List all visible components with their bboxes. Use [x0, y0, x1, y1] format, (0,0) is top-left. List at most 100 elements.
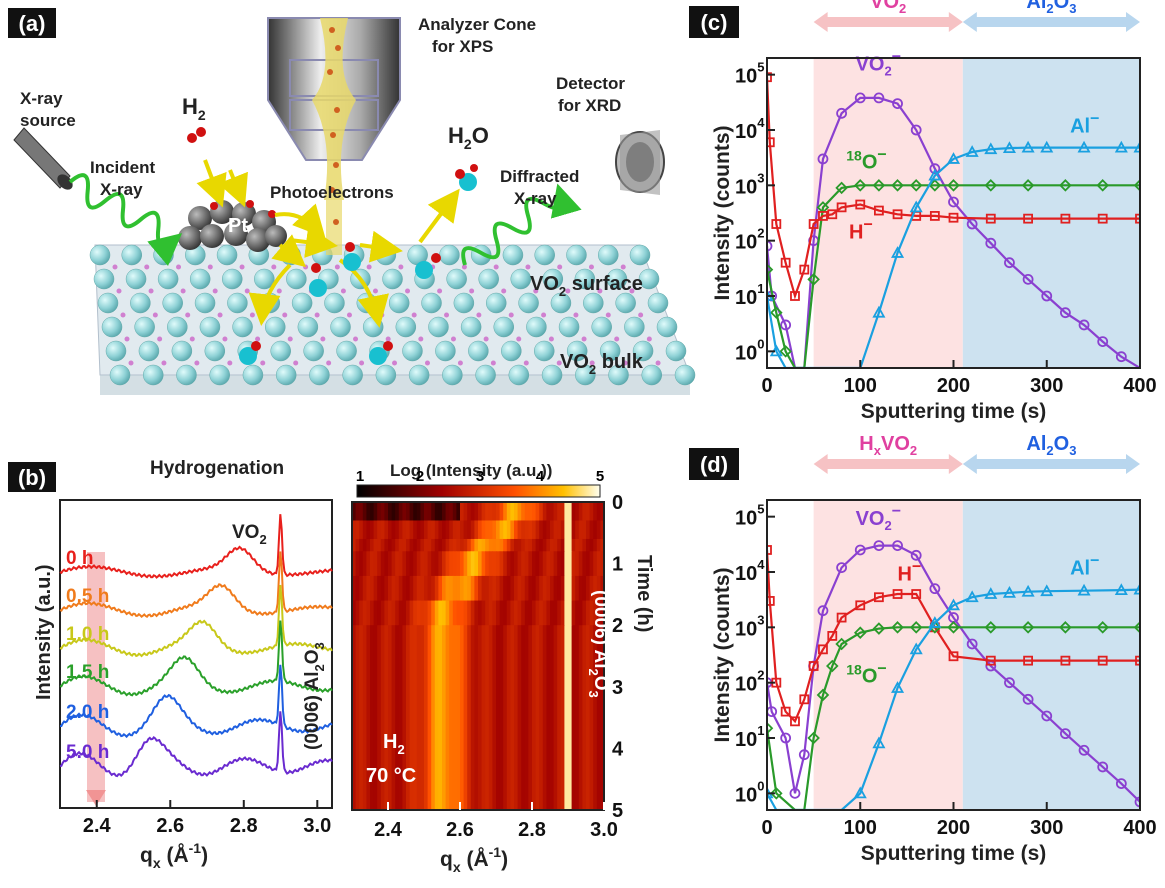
panel-b: (b) Hydrogenation 0 h0.5 h1.0 h1.5 h2.0 … [8, 458, 655, 875]
heatmap-cell [597, 520, 601, 539]
heatmap-cell [550, 539, 554, 552]
label-h2: H2 [182, 94, 206, 123]
heatmap-cell [485, 601, 489, 626]
lattice-atom [526, 317, 546, 337]
heatmap-cell [424, 601, 428, 626]
label-xray-source-1: X-ray [20, 89, 63, 108]
panel-a-label-box: (a) [8, 8, 56, 38]
heatmap-cell [359, 539, 363, 552]
heatmap-cell [525, 520, 529, 539]
heatmap-cell [514, 625, 518, 810]
heatmap-cell [370, 576, 374, 601]
heatmap-cell [467, 551, 471, 576]
photoelectron-dot [327, 69, 333, 75]
ytick-label: 101 [735, 723, 764, 751]
heatmap-cell [464, 502, 468, 521]
heatmap-cell [449, 539, 453, 552]
heatmap-cell [392, 520, 396, 539]
lattice-atom [130, 293, 150, 313]
heatmap-cell [399, 576, 403, 601]
heatmap-cell [410, 520, 414, 539]
lattice-atom [286, 269, 306, 289]
lattice-atom-small [541, 313, 546, 318]
heatmap-cell [370, 601, 374, 626]
heatmap-cell [431, 625, 435, 810]
heatmap-cell [528, 520, 532, 539]
heatmap-cell [388, 520, 392, 539]
heatmap-cell [467, 625, 471, 810]
heatmap-cell [561, 551, 565, 576]
lattice-atom-small [125, 337, 130, 342]
heatmap-cell [546, 539, 550, 552]
heatmap-cell [507, 502, 511, 521]
heatmap-cell [492, 576, 496, 601]
heatmap-cell [597, 539, 601, 552]
lattice-atom [90, 245, 110, 265]
lattice-atom-small [621, 265, 626, 270]
lattice-atom [479, 269, 499, 289]
heatmap-cell [449, 520, 453, 539]
heatmap-cell [557, 576, 561, 601]
spectrum-label-0: 0 h [66, 548, 93, 569]
heatmap-cell [410, 551, 414, 576]
heatmap-cell [525, 551, 529, 576]
analyzer-cone [268, 18, 400, 255]
heatmap-cell [453, 502, 457, 521]
heatmap-cell [438, 625, 442, 810]
lattice-atom [176, 365, 196, 385]
heatmap-cell [428, 601, 432, 626]
heatmap-cell [478, 502, 482, 521]
heatmap-cell [395, 551, 399, 576]
ytick-label: 101 [735, 281, 764, 309]
lattice-atom-small [181, 289, 186, 294]
heatmap-cell [363, 539, 367, 552]
lattice-atom [343, 365, 363, 385]
heatmap-cell [500, 551, 504, 576]
lattice-atom-small [293, 361, 298, 366]
heatmap-cell [489, 551, 493, 576]
spectra-xtick-label: 3.0 [303, 815, 331, 837]
lattice-atom-small [582, 337, 587, 342]
heatmap-cell [503, 539, 507, 552]
heatmap-cell [557, 539, 561, 552]
ytick-label: 102 [735, 668, 764, 696]
heatmap-cell [413, 551, 417, 576]
heatmap-cell [359, 625, 363, 810]
spectrum-label-5: 5.0 h [66, 742, 109, 763]
lattice-atom [102, 317, 122, 337]
lattice-atom-small [341, 289, 346, 294]
heatmap-cell [536, 551, 540, 576]
heatmap-cell [539, 601, 543, 626]
heatmap-cell [518, 520, 522, 539]
heatmap-cell [478, 601, 482, 626]
heatmap-cell [485, 551, 489, 576]
heatmap-cell [482, 520, 486, 539]
heatmap-cell [456, 502, 460, 521]
heatmap-cell [410, 576, 414, 601]
heatmap-cell [525, 601, 529, 626]
heatmap-cell [420, 539, 424, 552]
lattice-atom [135, 317, 155, 337]
xtick-label: 300 [1030, 817, 1063, 839]
heatmap-cell [521, 520, 525, 539]
heatmap-cell [582, 551, 586, 576]
heatmap-ytick-label: 3 [612, 677, 623, 699]
heatmap-cell [471, 502, 475, 521]
heatmap-cell [377, 601, 381, 626]
lattice-atom [163, 293, 183, 313]
lattice-atom-small [379, 313, 384, 318]
heatmap-cell [521, 601, 525, 626]
heatmap-cell [572, 601, 576, 626]
heatmap-cell [514, 576, 518, 601]
lattice-atom-small [373, 289, 378, 294]
heatmap-cell [366, 539, 370, 552]
heatmap-cell [575, 625, 579, 810]
heatmap-cell [428, 551, 432, 576]
heatmap-cell [525, 539, 529, 552]
heatmap-cell [356, 625, 360, 810]
lattice-atom-small [557, 265, 562, 270]
heatmap-cell [518, 502, 522, 521]
heatmap-cell [406, 502, 410, 521]
heatmap-cell [474, 576, 478, 601]
lattice-atom [461, 317, 481, 337]
